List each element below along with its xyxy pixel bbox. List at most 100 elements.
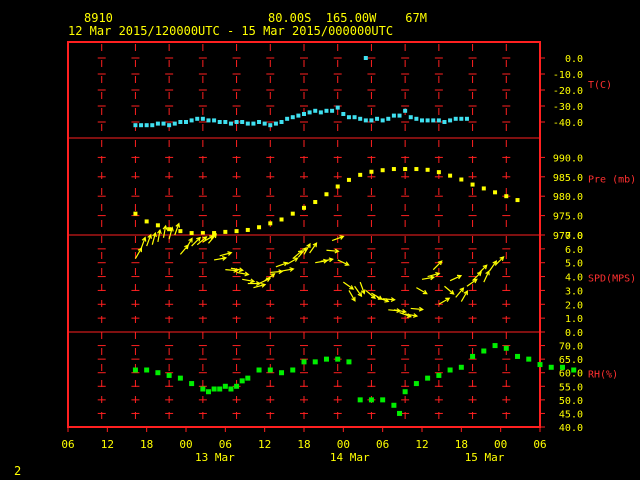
wind-arrow-head: [339, 235, 345, 240]
wind-arrow: [219, 252, 232, 257]
wind-arrow: [382, 298, 395, 301]
wind-arrow: [472, 271, 482, 282]
pressure-point: [223, 229, 228, 234]
wind-arrow: [421, 276, 434, 280]
rh-point: [256, 367, 262, 373]
wind-arrow: [185, 238, 193, 250]
temperature-point: [217, 120, 222, 124]
pressure-point: [133, 211, 138, 216]
wind-arrow-head: [456, 274, 463, 280]
wind-arrow: [393, 309, 406, 313]
temperature-point: [195, 116, 200, 121]
pressure-point: [234, 229, 239, 234]
wind-arrow-head: [293, 257, 299, 262]
x-tick-label: 06: [376, 438, 389, 451]
x-tick-label: 00: [494, 438, 507, 451]
y-tick-label: 40.0: [559, 423, 583, 434]
time-period: 12 Mar 2015/120000UTC - 15 Mar 2015/0000…: [68, 24, 394, 38]
pressure-point: [380, 168, 385, 173]
pressure-point: [245, 227, 250, 232]
page-number: 2: [14, 464, 22, 478]
rh-point: [526, 356, 532, 362]
pressure-point: [155, 223, 160, 228]
rh-point: [222, 383, 228, 389]
temperature-point: [335, 105, 340, 110]
rh-point: [436, 372, 442, 378]
wind-arrow-head: [152, 231, 157, 238]
wind-arrow: [466, 278, 478, 287]
wind-arrow-head: [334, 248, 340, 254]
temperature-point: [285, 116, 290, 121]
temperature-point: [184, 120, 188, 124]
rh-point: [346, 359, 352, 365]
wind-arrow-head: [485, 270, 490, 276]
rh-point: [447, 367, 453, 373]
station-location: 80.00S 165.00W 67M: [268, 11, 427, 25]
wind-arrow: [270, 270, 283, 274]
wind-arrow-head: [437, 260, 443, 266]
y-tick-label: 4.0: [565, 273, 583, 284]
y-tick-label: 5.0: [565, 259, 583, 270]
pressure-point: [369, 169, 374, 174]
temperature-point: [369, 118, 374, 123]
wind-arrow: [208, 233, 217, 244]
temperature-point: [200, 116, 205, 121]
wind-arrow-head: [169, 226, 174, 232]
wind-arrow-head: [412, 313, 419, 318]
wind-arrow: [258, 277, 271, 285]
rh-point: [357, 397, 363, 403]
temperature-point: [313, 108, 318, 113]
temperature-point: [150, 123, 155, 128]
temperature-point: [139, 123, 144, 128]
y-tick-label: 970.0: [553, 231, 583, 242]
wind-arrow: [286, 257, 298, 265]
wind-arrow-head: [482, 264, 488, 270]
wind-arrow: [405, 313, 418, 317]
temperature-point: [206, 118, 211, 123]
wind-arrow: [427, 272, 440, 278]
x-tick-label: 06: [533, 438, 546, 451]
temperature-point: [403, 108, 408, 113]
date-label: 13 Mar: [195, 451, 235, 464]
wind-arrow-head: [141, 236, 147, 242]
wind-arrow: [410, 307, 423, 311]
temperature-point: [330, 108, 335, 113]
pressure-point: [470, 182, 475, 187]
x-tick-label: 00: [337, 438, 350, 451]
x-tick-label: 18: [140, 438, 153, 451]
x-tick-label: 00: [179, 438, 192, 451]
wind-arrow-head: [357, 292, 363, 298]
y-tick-label: -10.0: [553, 70, 583, 81]
wind-arrow: [320, 258, 333, 262]
wind-arrow: [297, 247, 307, 258]
pressure-point: [167, 227, 172, 232]
x-tick-label: 12: [101, 438, 114, 451]
rh-point: [380, 397, 386, 403]
wind-arrow-head: [370, 294, 376, 299]
wind-arrow-head: [422, 289, 428, 295]
wind-arrow-head: [418, 306, 424, 312]
pressure-point: [189, 231, 194, 236]
pressure-point: [324, 192, 329, 197]
rh-point: [515, 353, 521, 359]
rh-point: [397, 410, 403, 416]
wind-arrow: [460, 290, 468, 302]
y-tick-label: 45.0: [559, 409, 583, 420]
wind-arrow: [477, 264, 488, 275]
y-tick-label: 3.0: [565, 286, 583, 297]
temperature-point: [212, 118, 217, 123]
temperature-outlier-point: [363, 56, 368, 60]
temperature-point: [386, 116, 391, 121]
temperature-point: [273, 121, 278, 126]
wind-arrow: [331, 235, 344, 242]
rh-point: [132, 367, 138, 373]
temperature-point: [363, 118, 368, 123]
wind-arrow: [202, 235, 214, 243]
wind-arrow: [146, 234, 152, 247]
wind-arrow: [191, 237, 201, 247]
wind-arrow: [444, 285, 455, 295]
y-tick-label: 1.0: [565, 314, 583, 325]
panel-label: T(C): [588, 80, 612, 91]
pressure-point: [414, 167, 419, 172]
date-label: 15 Mar: [465, 451, 505, 464]
